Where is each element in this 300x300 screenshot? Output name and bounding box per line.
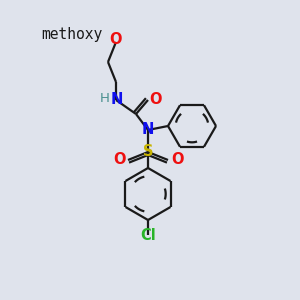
Text: O: O [171, 152, 183, 167]
Text: O: O [150, 92, 162, 106]
Text: N: N [142, 122, 154, 137]
Text: O: O [113, 152, 125, 167]
Text: S: S [143, 145, 153, 160]
Text: O: O [110, 32, 122, 47]
Text: N: N [111, 92, 123, 107]
Text: H: H [100, 92, 110, 106]
Text: methoxy: methoxy [41, 28, 103, 43]
Text: Cl: Cl [140, 227, 156, 242]
